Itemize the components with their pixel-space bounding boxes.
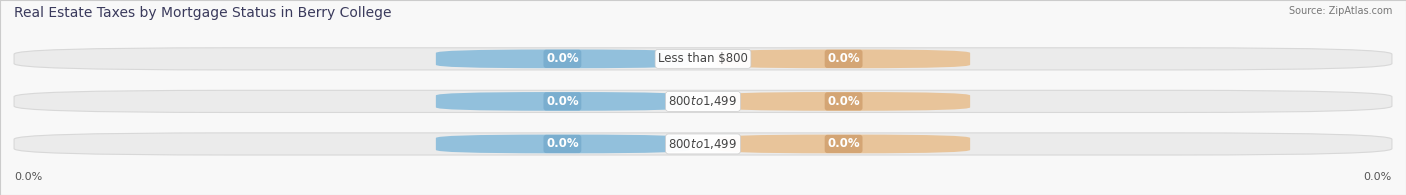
Text: 0.0%: 0.0% xyxy=(546,95,579,108)
Text: 0.0%: 0.0% xyxy=(1364,172,1392,182)
FancyBboxPatch shape xyxy=(436,92,689,111)
FancyBboxPatch shape xyxy=(14,133,1392,155)
FancyBboxPatch shape xyxy=(436,135,689,153)
Text: Less than $800: Less than $800 xyxy=(658,52,748,65)
Text: $800 to $1,499: $800 to $1,499 xyxy=(668,94,738,108)
FancyBboxPatch shape xyxy=(717,92,970,111)
FancyBboxPatch shape xyxy=(436,50,689,68)
Text: $800 to $1,499: $800 to $1,499 xyxy=(668,137,738,151)
Text: 0.0%: 0.0% xyxy=(546,52,579,65)
Text: 0.0%: 0.0% xyxy=(546,137,579,151)
Text: Real Estate Taxes by Mortgage Status in Berry College: Real Estate Taxes by Mortgage Status in … xyxy=(14,6,391,20)
Text: 0.0%: 0.0% xyxy=(827,52,860,65)
FancyBboxPatch shape xyxy=(717,135,970,153)
Text: Source: ZipAtlas.com: Source: ZipAtlas.com xyxy=(1288,6,1392,16)
FancyBboxPatch shape xyxy=(717,50,970,68)
Text: 0.0%: 0.0% xyxy=(14,172,42,182)
FancyBboxPatch shape xyxy=(14,48,1392,70)
FancyBboxPatch shape xyxy=(14,90,1392,113)
Text: 0.0%: 0.0% xyxy=(827,95,860,108)
Text: 0.0%: 0.0% xyxy=(827,137,860,151)
